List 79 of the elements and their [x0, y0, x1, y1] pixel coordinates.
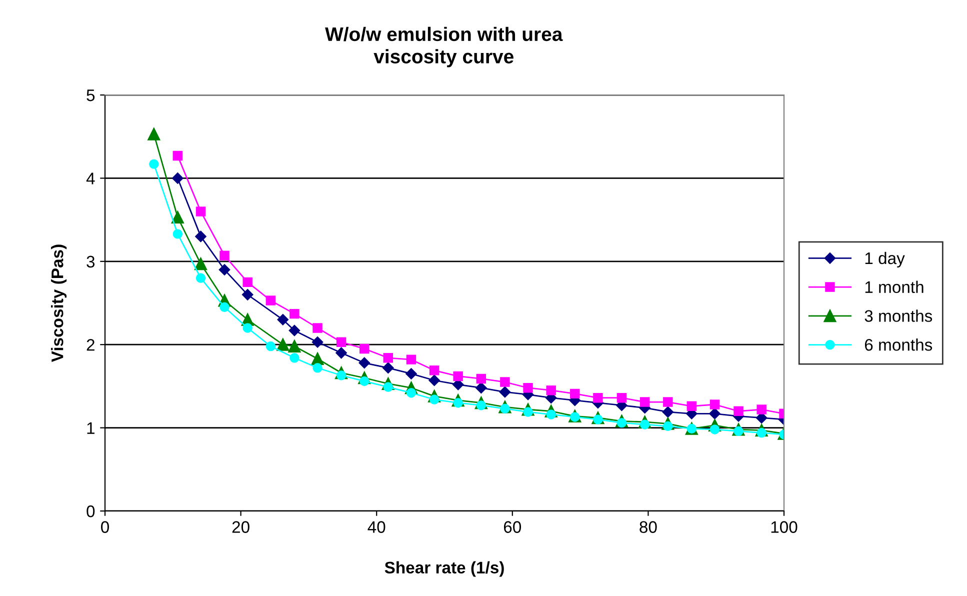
- point: [172, 150, 183, 161]
- y-tick-label: 0: [86, 505, 95, 518]
- x-tick-label: 100: [771, 521, 798, 533]
- point: [499, 386, 511, 398]
- legend-label: 1 month: [865, 280, 924, 294]
- y-axis-title: Viscosity (Pas): [51, 244, 67, 362]
- y-tick-label: 4: [86, 172, 95, 184]
- point: [383, 353, 394, 363]
- point: [290, 308, 300, 319]
- point: [220, 302, 230, 312]
- x-tick-label: 80: [640, 521, 657, 533]
- point: [756, 404, 766, 414]
- point: [290, 353, 300, 363]
- y-tick-label: 1: [87, 422, 94, 434]
- point: [242, 323, 252, 333]
- point: [686, 401, 697, 412]
- x-tick-label: 0: [101, 521, 109, 533]
- x-tick-label: 20: [232, 521, 250, 533]
- point: [382, 362, 394, 374]
- y-tick-label: 2: [86, 339, 94, 351]
- point: [709, 408, 720, 420]
- point: [428, 374, 440, 386]
- x-tick-label: 60: [504, 521, 522, 533]
- point: [220, 250, 230, 260]
- y-tick-label: 5: [86, 90, 95, 102]
- point: [406, 354, 416, 364]
- point: [266, 296, 276, 306]
- legend-label: 6 months: [864, 338, 932, 351]
- point: [288, 340, 301, 353]
- point: [149, 159, 159, 169]
- point: [312, 363, 322, 373]
- point: [171, 211, 184, 224]
- point: [218, 264, 230, 276]
- point: [429, 366, 440, 376]
- point: [358, 357, 370, 369]
- point: [710, 400, 720, 410]
- point: [662, 406, 674, 418]
- point: [312, 323, 322, 333]
- point: [242, 277, 252, 288]
- point: [195, 230, 206, 242]
- point: [476, 374, 486, 384]
- point: [593, 392, 603, 403]
- point: [196, 273, 206, 283]
- point: [266, 341, 276, 352]
- point: [406, 368, 417, 380]
- point: [336, 347, 347, 359]
- point: [277, 314, 289, 326]
- point: [523, 383, 533, 393]
- point: [311, 352, 324, 365]
- point: [476, 382, 487, 394]
- point: [570, 388, 580, 399]
- point: [196, 206, 206, 216]
- point: [148, 128, 160, 140]
- legend-label: 1 day: [865, 252, 905, 268]
- point: [383, 382, 394, 392]
- chart-title: W/o/w emulsion with urea viscosity curve: [325, 26, 563, 68]
- point: [616, 392, 627, 403]
- point: [546, 386, 556, 396]
- point: [360, 344, 370, 354]
- point: [312, 336, 324, 348]
- point: [640, 397, 650, 407]
- point: [453, 371, 463, 382]
- y-tick-label: 3: [86, 256, 95, 268]
- point: [616, 418, 627, 428]
- point: [734, 406, 744, 416]
- point: [663, 397, 673, 407]
- x-tick-label: 40: [368, 521, 386, 533]
- point: [288, 324, 300, 336]
- point: [194, 258, 207, 270]
- point: [429, 394, 440, 404]
- point: [172, 172, 184, 184]
- x-axis-title: Shear rate (1/s): [384, 561, 504, 577]
- point: [710, 424, 720, 434]
- point: [336, 337, 346, 347]
- legend-label: 3 months: [864, 310, 932, 322]
- point: [276, 338, 290, 351]
- point: [500, 377, 510, 387]
- point: [242, 289, 254, 300]
- point: [172, 229, 183, 239]
